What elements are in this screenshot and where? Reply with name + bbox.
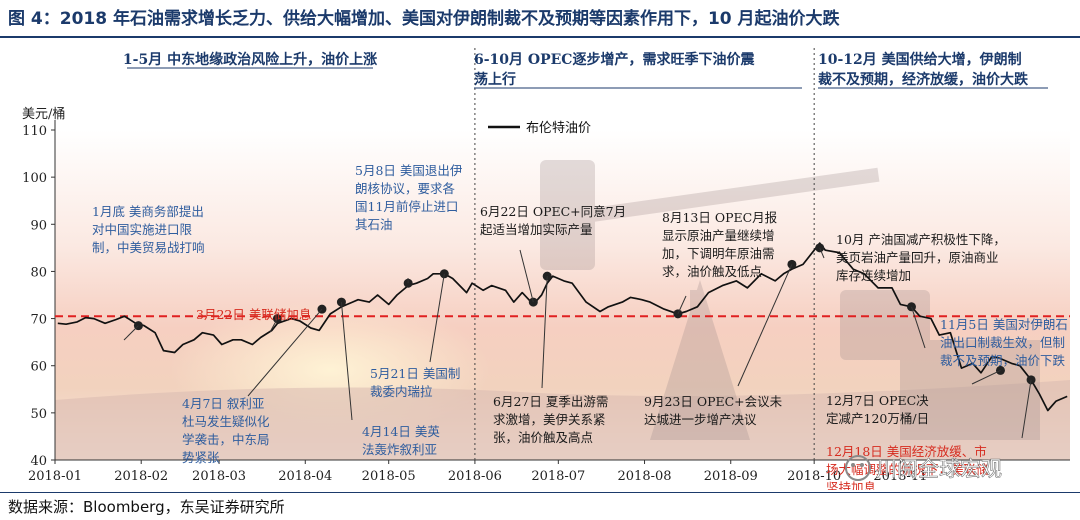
annotation-a11-line: 10月 产油国减产积极性下降，	[836, 232, 1006, 247]
annotation-leader-line	[971, 369, 1001, 385]
annotation-a3-line: 势紧张	[182, 450, 220, 465]
period-header-3-line: 10-12月 美国供给大增，伊朗制	[818, 51, 1022, 68]
annotation-a9-line: 8月13日 OPEC月报	[662, 210, 778, 225]
y-axis-label: 美元/桶	[22, 107, 65, 122]
annotation-leader-line	[247, 308, 323, 397]
annotation-a10-line: 达城进一步增产决议	[644, 412, 757, 427]
annotation-a8-line: 张，油价触及高点	[493, 430, 593, 445]
x-tick-label: 2018-11	[873, 469, 927, 484]
annotation-a3-line: 4月7日 叙利亚	[182, 396, 264, 411]
annotation-leader-line	[677, 295, 687, 315]
wechat-icon	[845, 455, 871, 481]
annotation-leader-line	[519, 249, 534, 303]
annotation-leader-line	[911, 306, 926, 349]
y-tick-label: 90	[30, 218, 47, 233]
annotation-a11-line: 库存连续增加	[836, 268, 911, 283]
period-header-3-line: 裁不及预期，经济放缓，油价大跌	[818, 71, 1029, 88]
x-tick-label: 2018-10	[787, 469, 841, 484]
y-tick-label: 80	[30, 265, 47, 280]
annotation-leader-line	[269, 318, 278, 333]
annotation-a14-line: 场大幅调整的情况下，美联储	[826, 462, 989, 477]
hills-silhouette	[55, 380, 1070, 460]
annotation-a6-line: 5月21日 美国制	[370, 366, 460, 381]
background-scene	[55, 130, 1070, 460]
x-tick-label: 2018-05	[362, 469, 416, 484]
annotation-a9-line: 加，下调明年原油需	[662, 246, 775, 261]
x-tick-label: 2018-09	[704, 469, 758, 484]
y-tick-label: 40	[30, 454, 47, 469]
period-header-2-line: 荡上行	[474, 71, 516, 88]
annotation-a8-line: 6月27日 夏季出游需	[493, 394, 608, 409]
x-tick-label: 2018-04	[278, 469, 332, 484]
series-line-brent	[57, 242, 1068, 412]
event-marker	[439, 269, 449, 279]
y-tick-label: 50	[30, 407, 47, 422]
annotation-a11-line: 美页岩油产量回升，原油商业	[836, 250, 999, 265]
annotation-a7-line: 6月22日 OPEC+同意7月	[480, 204, 626, 219]
x-tick-label: 2018-06	[448, 469, 502, 484]
period-dividers	[474, 48, 815, 460]
annotation-leader-line	[1021, 379, 1032, 439]
annotation-a7-line: 起适当增加实际产量	[480, 222, 593, 237]
annotation-leader-line	[541, 276, 548, 389]
annotation-a10-line: 9月23日 OPEC+会议未	[644, 394, 783, 409]
annotation-leaders	[123, 247, 1032, 439]
legend-label: 布伦特油价	[526, 121, 591, 136]
axis-grid: 40 50 60 70 80 90 100 110 2018-01 2018-02 2018-03 2…	[22, 120, 1070, 484]
x-tick-label: 2018-02	[114, 469, 168, 484]
annotation-a5-line: 其石油	[355, 217, 393, 232]
y-tick-label: 60	[30, 360, 47, 375]
annotation-a13-line: 12月7日 OPEC决	[826, 393, 929, 408]
source-divider	[0, 492, 1080, 493]
source-note: 数据来源：Bloomberg，东吴证券研究所	[8, 498, 285, 516]
event-marker	[403, 278, 413, 288]
period-header-2-line: 6-10月 OPEC逐步增产，需求旺季下油价震	[474, 51, 755, 68]
period-headers: 1-5月 中东地缘政治风险上升，油价上涨 6-10月 OPEC逐步增产，需求旺季下…	[123, 51, 1048, 89]
annotation-a9-line: 显示原油产量继续增	[662, 228, 775, 243]
watermark-text: 川阅全球宏观	[876, 457, 1002, 481]
watermark: 川阅全球宏观	[845, 455, 1002, 481]
x-tick-label: 2018-08	[618, 469, 672, 484]
annotation-a1-line: 对中国实施进口限	[92, 222, 193, 237]
annotation-a14-line: 12月18日 美国经济放缓、市	[826, 444, 987, 459]
x-tick-label: 2018-03	[192, 469, 246, 484]
oil-price-chart: 40 50 60 70 80 90 100 110 2018-01 2018-02 2018-03 2…	[22, 48, 1070, 490]
y-tick-label: 110	[22, 124, 47, 139]
annotation-a8-line: 求激增，美伊关系紧	[493, 412, 606, 427]
annotation-a5-line: 国11月前停止进口	[355, 199, 458, 214]
y-tick-label: 100	[22, 171, 47, 186]
annotation-a4-line: 4月14日 美英	[362, 424, 440, 439]
period-header-1-line: 1-5月 中东地缘政治风险上升，油价上涨	[123, 51, 377, 68]
annotation-leader-line	[429, 273, 445, 363]
annotation-a1-line: 制，中美贸易战打响	[92, 240, 205, 255]
annotation-a3-line: 学袭击，中东局	[182, 432, 270, 447]
annotation-a2-line: 3月22日 美联储加息	[196, 307, 311, 322]
annotation-a5-line: 5月8日 美国退出伊	[355, 163, 462, 178]
annotation-leader-line	[123, 325, 139, 341]
annotation-a12-line: 11月5日 美国对伊朗石	[940, 317, 1068, 332]
annotation-leader-line	[340, 302, 353, 421]
annotation-a3-line: 杜马发生疑似化	[182, 414, 270, 429]
title-divider	[0, 36, 1080, 38]
annotation-a1-line: 1月底 美商务部提出	[92, 204, 204, 219]
annotation-a6-line: 裁委内瑞拉	[370, 384, 433, 399]
x-tick-label: 2018-01	[28, 469, 82, 484]
annotation-a12-line: 油出口制裁生效，但制	[940, 335, 1065, 350]
annotation-leader-line	[819, 247, 825, 259]
annotation-a9-line: 求，油价触及低点	[662, 264, 762, 279]
annotation-a14-line: 坚持加息	[826, 480, 876, 490]
x-tick-label: 2018-07	[531, 469, 585, 484]
annotation-a5-line: 朗核协议，要求各	[355, 181, 456, 196]
annotation-leader-line	[737, 264, 793, 387]
annotation-a13-line: 定减产120万桶/日	[826, 411, 929, 426]
annotation-a12-line: 裁不及预期，油价下跌	[940, 353, 1066, 368]
legend: 布伦特油价	[488, 121, 591, 136]
figure-title: 图 4：2018 年石油需求增长乏力、供给大幅增加、美国对伊朗制裁不及预期等因素…	[8, 9, 840, 29]
annotation-a4-line: 法轰炸叙利亚	[362, 442, 437, 457]
y-tick-label: 70	[30, 313, 47, 328]
